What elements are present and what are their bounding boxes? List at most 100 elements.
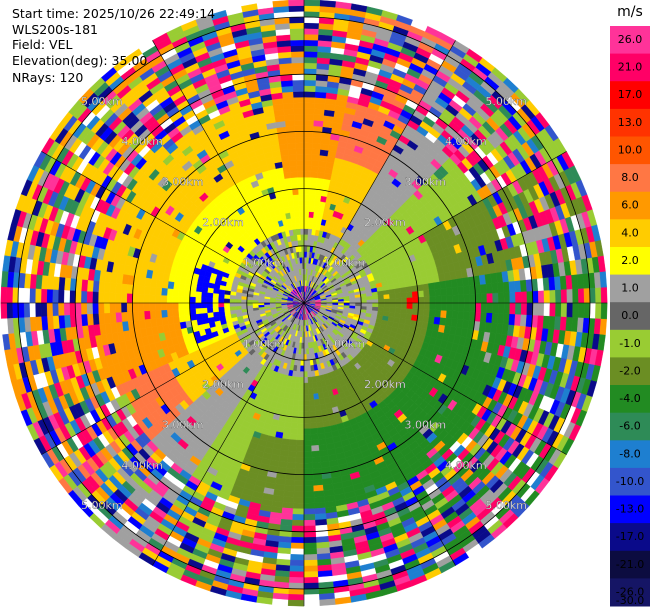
gate — [445, 287, 453, 296]
gate — [200, 297, 208, 304]
gate — [312, 211, 319, 219]
gate — [240, 299, 248, 304]
gate — [290, 554, 305, 561]
gate — [189, 302, 196, 310]
gate — [290, 381, 296, 389]
gate — [395, 297, 402, 304]
gate — [235, 299, 242, 304]
gate — [303, 182, 311, 190]
gate — [480, 293, 488, 304]
gate — [252, 300, 259, 304]
gate — [103, 281, 111, 294]
gate — [294, 474, 305, 481]
gate — [284, 119, 295, 127]
gate — [195, 302, 202, 309]
gate — [281, 85, 294, 93]
gate — [303, 468, 314, 475]
gate — [297, 422, 305, 430]
gate — [314, 97, 326, 105]
gate — [46, 302, 53, 317]
gate — [515, 291, 522, 304]
gate — [290, 51, 305, 58]
gate — [306, 239, 311, 247]
gate — [289, 165, 298, 173]
gate — [308, 388, 314, 395]
gate — [519, 279, 528, 292]
gate — [308, 205, 315, 213]
gate — [46, 289, 53, 304]
gate — [303, 79, 316, 87]
gate — [282, 166, 291, 174]
gate — [312, 462, 322, 469]
gate — [310, 177, 318, 184]
gate — [303, 382, 309, 390]
gate — [86, 302, 93, 315]
gate — [132, 293, 139, 304]
gate — [103, 302, 111, 314]
gate — [463, 294, 471, 304]
gate — [319, 0, 336, 8]
gate — [288, 5, 305, 12]
gate — [98, 313, 106, 325]
gate — [120, 302, 128, 313]
gate — [17, 302, 25, 319]
gate — [503, 291, 511, 304]
gate — [378, 298, 385, 304]
gate — [282, 102, 295, 110]
gate — [303, 565, 319, 573]
gate — [309, 194, 316, 201]
gate — [292, 79, 305, 87]
gate — [287, 148, 297, 156]
gate — [560, 288, 568, 304]
gate — [480, 283, 488, 294]
gate — [294, 479, 305, 487]
gate — [63, 302, 71, 316]
gate — [292, 399, 300, 407]
gate — [308, 399, 316, 407]
gate — [303, 131, 314, 138]
gate — [295, 456, 305, 464]
gate — [218, 289, 226, 295]
gate — [383, 293, 390, 300]
gate — [115, 312, 123, 323]
gate — [303, 234, 308, 241]
gate — [178, 289, 185, 297]
gate — [315, 79, 328, 88]
gate — [316, 427, 325, 435]
gate — [288, 11, 305, 18]
gate — [1, 271, 9, 288]
gate — [212, 288, 220, 295]
gate — [303, 388, 310, 395]
gate — [103, 292, 111, 304]
gate — [311, 223, 317, 230]
gate — [549, 289, 556, 304]
gate — [287, 398, 295, 406]
gate — [314, 513, 327, 521]
gate — [23, 302, 31, 318]
gate — [303, 11, 320, 18]
gate — [155, 294, 162, 304]
gate — [283, 108, 295, 116]
gate — [272, 0, 289, 8]
gate — [297, 176, 305, 184]
gate — [286, 137, 296, 144]
gate — [599, 271, 607, 288]
gate — [313, 119, 324, 127]
gate — [229, 302, 236, 308]
gate — [526, 290, 534, 304]
gate — [372, 298, 379, 304]
gate — [428, 282, 436, 291]
gate — [143, 286, 151, 296]
gate — [207, 287, 214, 294]
gate — [29, 288, 36, 304]
gate — [434, 288, 442, 297]
gate — [311, 154, 320, 162]
gate — [289, 39, 305, 47]
gate — [307, 217, 314, 224]
gate — [189, 308, 197, 316]
gate — [280, 518, 293, 527]
gate — [281, 91, 294, 99]
gate — [316, 171, 325, 179]
gate — [303, 462, 313, 470]
gate — [303, 73, 317, 81]
